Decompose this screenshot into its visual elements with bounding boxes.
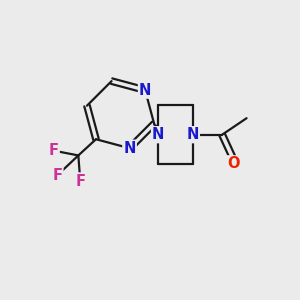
Text: O: O [228, 156, 240, 171]
Text: F: F [49, 143, 59, 158]
Text: N: N [187, 127, 199, 142]
Text: N: N [152, 127, 164, 142]
Text: N: N [139, 82, 151, 98]
Text: N: N [123, 141, 136, 156]
Text: F: F [75, 173, 85, 188]
Text: F: F [52, 168, 62, 183]
